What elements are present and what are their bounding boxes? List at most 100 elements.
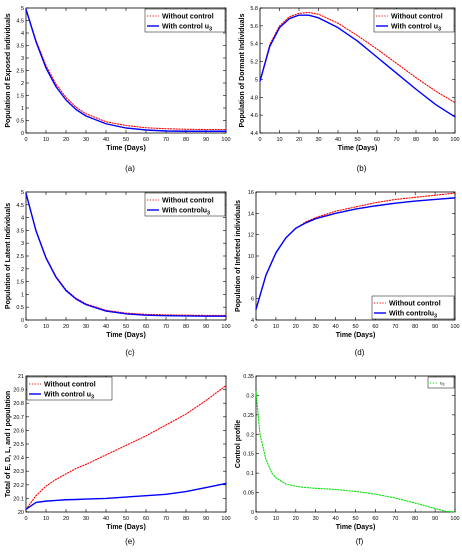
legend-box <box>144 192 226 217</box>
chart-panel-a: 0 10 20 30 40 50 60 70 80 90 100 0 0.5 1 1.5 2 2.5 3 3.5 4 4… <box>5 6 231 173</box>
legend-box <box>373 8 455 33</box>
legend-entry-text: Without control <box>389 301 441 308</box>
x-tick-label: 50 <box>352 324 358 330</box>
x-tick-label: 10 <box>273 324 279 330</box>
y-tick-label: 4.8 <box>250 95 258 101</box>
x-tick-label: 0 <box>24 324 27 330</box>
x-tick-label: 100 <box>221 137 230 143</box>
chart-panel-f: 0 10 20 30 40 50 60 70 80 90 100 0 0.05 0.1 0.15 0.2 0.2… <box>235 374 460 546</box>
x-tick-label: 40 <box>103 516 109 522</box>
x-tick-label: 90 <box>432 516 438 522</box>
y-tick-label: 20 <box>18 510 24 516</box>
x-tick-label: 30 <box>313 324 319 330</box>
y-tick-label: 1.5 <box>16 280 24 286</box>
x-axis-label: Time (Days) <box>338 145 378 152</box>
x-tick-label: 40 <box>103 324 109 330</box>
panel-caption: (e) <box>125 537 135 546</box>
legend-entry-2: With controlu3 <box>162 208 210 217</box>
y-axis-label: Control profile <box>235 420 242 468</box>
x-tick-label: 90 <box>203 137 209 143</box>
x-tick-label: 90 <box>203 324 209 330</box>
legend-box <box>144 8 226 33</box>
x-tick-label: 40 <box>335 137 341 143</box>
x-axis-label: Time (Days) <box>336 332 376 339</box>
y-tick-label: 0.5 <box>16 305 24 311</box>
y-tick-label: 6 <box>251 297 254 303</box>
series-line-1 <box>25 384 227 510</box>
chart-panel-e: 0 10 20 30 40 50 60 70 80 90 100 20 20.1 20.2 20.3 20.4… <box>5 374 231 546</box>
x-tick-label: 40 <box>333 324 339 330</box>
y-tick-label: 0.25 <box>243 413 254 419</box>
x-tick-label: 20 <box>293 516 299 522</box>
x-axis-label: Time (Days) <box>336 524 376 531</box>
y-tick-label: 0.35 <box>243 374 254 380</box>
x-tick-label: 100 <box>450 137 459 143</box>
legend-entry-2: With control u3 <box>44 392 94 401</box>
x-tick-label: 60 <box>372 324 378 330</box>
y-tick-label: 5 <box>21 6 24 12</box>
x-tick-label: 40 <box>103 137 109 143</box>
x-tick-label: 70 <box>392 324 398 330</box>
x-tick-label: 60 <box>374 137 380 143</box>
x-tick-label: 100 <box>450 324 459 330</box>
x-tick-label: 90 <box>432 324 438 330</box>
legend-entry-subscript: 3 <box>91 395 94 401</box>
y-tick-label: 10 <box>248 254 254 260</box>
y-tick-label: 5 <box>21 190 24 196</box>
legend: Without control With controlu3 <box>371 295 455 320</box>
x-tick-label: 0 <box>254 324 257 330</box>
y-tick-label: 0.2 <box>246 432 254 438</box>
y-tick-label: 0.15 <box>243 452 254 458</box>
x-tick-label: 100 <box>221 324 230 330</box>
y-axis-label: Population of Latent Individuals <box>5 203 12 309</box>
x-tick-label: 30 <box>315 137 321 143</box>
y-tick-label: 20.3 <box>13 469 24 475</box>
legend-entry-text: u <box>440 381 443 386</box>
legend-entry-subscript: 3 <box>438 27 441 33</box>
y-tick-label: 14 <box>248 211 254 217</box>
legend-entry-text: With control u <box>162 24 209 31</box>
y-tick-label: 2.5 <box>16 254 24 260</box>
x-tick-label: 20 <box>63 516 69 522</box>
y-tick-label: 20.6 <box>13 428 24 434</box>
chart-panel-b: 0 10 20 30 40 50 60 70 80 90 100 4.4 4.6 4.8 5 5.2 5.4 5.… <box>239 6 460 173</box>
legend-entry-text: With control u <box>44 392 91 399</box>
x-tick-label: 10 <box>276 137 282 143</box>
chart-panel-d: 0 10 20 30 40 50 60 70 80 90 100 4 6 8 10 12 14 16 Time (D… <box>235 190 460 357</box>
x-tick-label: 90 <box>432 137 438 143</box>
y-tick-label: 0 <box>251 510 254 516</box>
x-tick-label: 70 <box>392 516 398 522</box>
x-tick-label: 80 <box>183 516 189 522</box>
x-tick-label: 60 <box>143 516 149 522</box>
y-tick-label: 8 <box>251 275 254 281</box>
legend-entry-text: With control u <box>391 24 438 31</box>
y-tick-label: 20.4 <box>13 456 24 462</box>
x-tick-label: 60 <box>143 324 149 330</box>
legend-box <box>427 376 455 389</box>
x-tick-label: 10 <box>43 516 49 522</box>
series-line-2 <box>25 192 227 317</box>
legend-entry-subscript: 3 <box>207 211 210 217</box>
legend: Without control With control u3 <box>144 8 226 33</box>
x-tick-label: 80 <box>413 137 419 143</box>
x-tick-label: 50 <box>123 516 129 522</box>
y-tick-label: 3 <box>21 241 24 247</box>
plot-area <box>255 375 456 513</box>
legend-entry-subscript: 3 <box>209 27 212 33</box>
x-tick-label: 70 <box>163 516 169 522</box>
y-tick-label: 4 <box>21 216 24 222</box>
legend-entry-subscript: 3 <box>434 314 437 320</box>
chart-panel-c: 0 10 20 30 40 50 60 70 80 90 100 0 0.5 1 1.5 2 2.5 3 3.5 4 4… <box>5 190 231 357</box>
y-tick-label: 5.4 <box>250 42 258 48</box>
series-line-1 <box>25 8 227 131</box>
y-tick-label: 0.3 <box>246 393 254 399</box>
x-tick-label: 50 <box>352 516 358 522</box>
x-tick-label: 10 <box>273 516 279 522</box>
panel-caption: (f) <box>356 537 364 546</box>
x-tick-label: 100 <box>450 516 459 522</box>
y-tick-label: 5.8 <box>250 6 258 12</box>
x-tick-label: 60 <box>143 137 149 143</box>
x-tick-label: 20 <box>296 137 302 143</box>
x-tick-label: 10 <box>43 137 49 143</box>
legend-entry-text: Without control <box>391 14 443 21</box>
